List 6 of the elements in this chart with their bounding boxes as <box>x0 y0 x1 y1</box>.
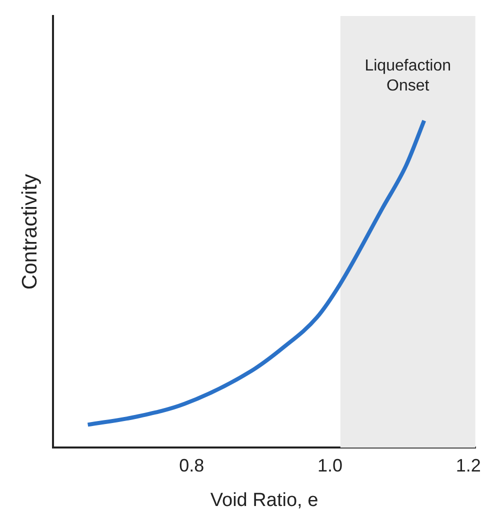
y-axis-title: Contractivity <box>18 174 42 290</box>
x-tick-label: 1.0 <box>318 455 343 476</box>
x-tick-label: 0.8 <box>179 455 204 476</box>
x-tick-label: 1.2 <box>456 455 481 476</box>
x-axis-title: Void Ratio, e <box>210 490 318 511</box>
band-label: Liquefaction Onset <box>364 57 452 94</box>
